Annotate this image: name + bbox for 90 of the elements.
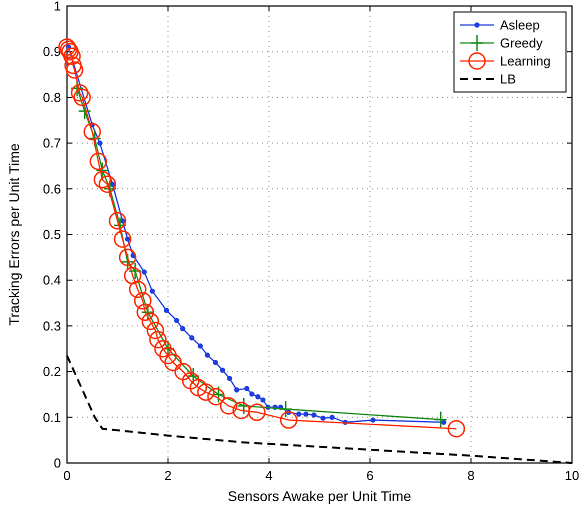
point — [198, 343, 203, 349]
point — [125, 236, 130, 242]
point — [136, 303, 154, 321]
x-tick-label: 0 — [63, 468, 71, 483]
point — [180, 326, 186, 332]
point — [150, 288, 155, 294]
point — [113, 216, 127, 234]
point — [197, 383, 215, 401]
x-axis-title: Sensors Awake per Unit Time — [228, 488, 412, 504]
point — [97, 140, 102, 146]
y-tick-label: 0.1 — [42, 410, 61, 425]
point — [248, 404, 266, 422]
y-tick-label: 0.2 — [42, 364, 61, 380]
x-tick-label: 6 — [366, 468, 374, 483]
point — [234, 387, 240, 392]
y-tick-label: 0.7 — [42, 136, 61, 151]
point — [118, 248, 136, 266]
y-tick-label: 1 — [54, 0, 61, 14]
point — [244, 386, 250, 392]
point — [249, 391, 254, 397]
legend-label: Learning — [500, 54, 551, 68]
point — [280, 411, 298, 429]
point — [70, 84, 88, 102]
point — [212, 386, 226, 404]
y-tick-label: 0 — [54, 456, 61, 470]
legend-label: LB — [500, 72, 516, 86]
point — [260, 397, 266, 403]
point — [108, 212, 126, 230]
y-tick-label: 0.4 — [42, 272, 61, 288]
point — [142, 312, 160, 330]
point — [189, 335, 194, 340]
point — [149, 330, 167, 348]
point — [190, 378, 208, 396]
point — [103, 180, 117, 198]
point — [142, 269, 147, 275]
x-tick-label: 8 — [467, 468, 475, 483]
legend-label: Asleep — [500, 18, 540, 32]
point — [320, 416, 326, 421]
point — [146, 322, 164, 340]
point — [434, 410, 448, 428]
y-tick-label: 0.8 — [42, 90, 61, 105]
point — [220, 397, 238, 415]
point — [78, 102, 92, 120]
point — [73, 88, 91, 106]
point — [70, 80, 84, 98]
point — [174, 318, 180, 324]
point — [154, 340, 172, 358]
point — [207, 388, 225, 406]
point — [255, 394, 260, 400]
point — [448, 420, 466, 438]
y-tick-label: 0.6 — [42, 181, 61, 196]
y-axis-title: Tracking Errors per Unit Time — [6, 143, 22, 326]
point — [186, 367, 200, 385]
point — [94, 170, 112, 188]
point — [330, 414, 335, 420]
y-tick-label: 0.3 — [42, 318, 61, 334]
point — [204, 352, 210, 358]
point — [88, 130, 102, 148]
point — [174, 362, 192, 380]
point — [303, 412, 308, 417]
point — [237, 397, 250, 415]
point — [66, 61, 84, 79]
point — [96, 162, 110, 180]
x-tick-label: 10 — [564, 468, 580, 483]
point — [63, 48, 81, 66]
point — [90, 152, 108, 170]
point — [232, 402, 250, 420]
point — [278, 400, 292, 418]
point — [134, 292, 152, 310]
x-tick-label: 4 — [265, 468, 273, 483]
x-tick-label: 2 — [164, 468, 172, 483]
point — [227, 376, 232, 382]
point — [64, 56, 82, 74]
point — [159, 346, 177, 364]
point — [164, 354, 182, 372]
legend-label: Greedy — [500, 36, 544, 50]
point — [124, 266, 142, 284]
point — [296, 412, 302, 417]
point — [182, 372, 200, 390]
point — [220, 368, 226, 373]
point — [128, 280, 146, 298]
y-tick-label: 0.5 — [42, 227, 61, 242]
point — [370, 417, 376, 423]
point — [98, 175, 116, 193]
point — [141, 303, 155, 321]
point — [114, 230, 132, 248]
point — [212, 360, 218, 366]
point — [84, 122, 101, 140]
point — [311, 412, 317, 418]
point — [164, 308, 170, 313]
